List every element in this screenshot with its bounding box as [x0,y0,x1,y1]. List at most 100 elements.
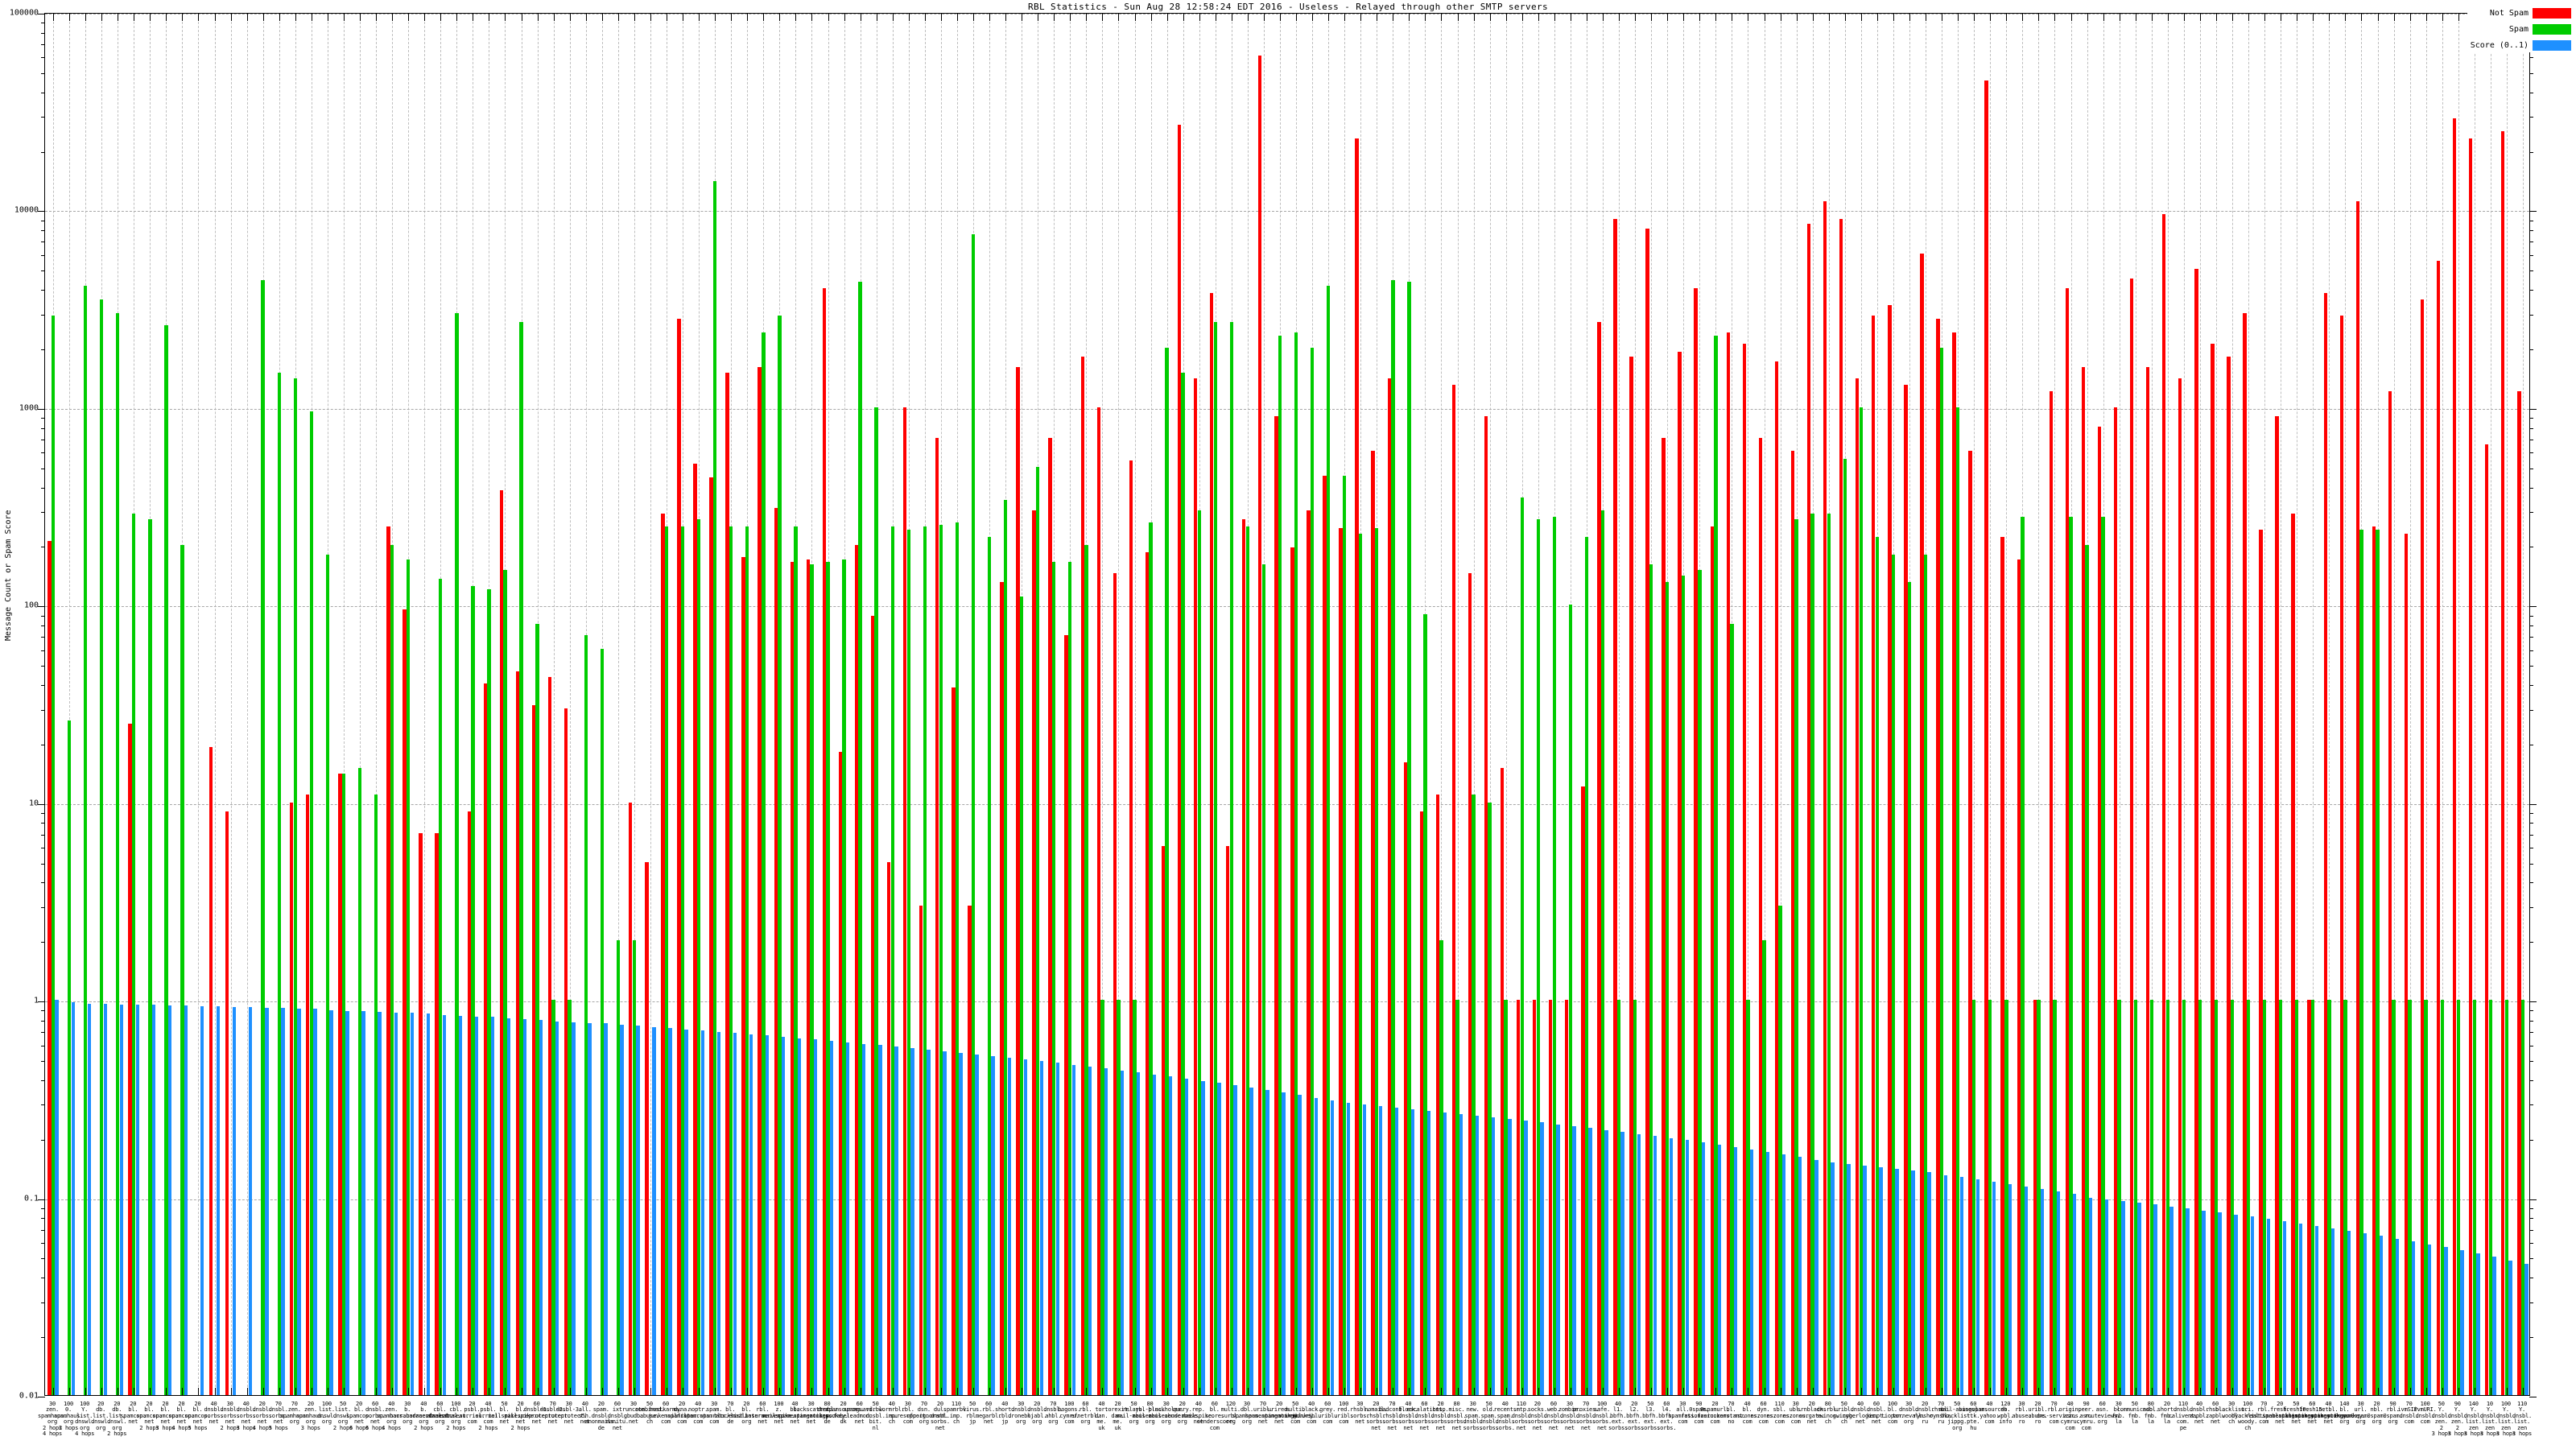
bar-spam [439,579,443,1395]
x-axis-tick-label-line: dnsbl. [1463,1418,1483,1426]
x-axis-tick-label-line: ch [952,1418,960,1426]
bar-score [167,1005,172,1395]
x-axis-tick [360,1388,361,1395]
bar-not-spam [1307,510,1311,1395]
x-axis-tick-label-line: uri. [2241,1406,2255,1414]
y-axis-minor-tick [41,637,45,638]
x-axis-tick-label-line: dan. [1111,1412,1125,1419]
x-axis-tick-label: 50 multi. uribl. com [1278,1401,1313,1437]
x-axis-tick-label-line: 30 [1566,1401,1573,1407]
bar-spam [1730,624,1734,1395]
bar-spam [1326,286,1331,1395]
x-axis-tick-label-line: dnsbl. [865,1412,886,1419]
bar-score [1620,1131,1624,1395]
x-axis-tick-label-line: net [192,1418,203,1426]
x-axis-tick-label-line: net [2210,1418,2220,1426]
bar-not-spam [2501,130,2505,1395]
y-axis-tick [38,803,45,805]
vertical-gridline [2151,14,2153,1395]
x-axis-tick-label-line: 140 [2339,1401,2350,1407]
x-axis-tick [2199,1388,2201,1395]
x-axis-tick [763,1388,765,1395]
y-axis-minor-tick [41,863,45,865]
x-axis-tick-label: 50 l3. bbfh. ext. sorbs. [1633,1401,1668,1437]
bar-spam [632,940,637,1395]
x-axis-tick-label-line: spameatingmonkey. [1261,1412,1317,1419]
x-axis-tick-label-line: sorbs. [1527,1418,1547,1426]
x-axis-tick-label-line: 110 [1516,1401,1526,1407]
x-axis-tick-label-line: 70 [549,1401,556,1407]
x-axis-tick-label: 20 0spamurl. fusionzero. com [1697,1401,1732,1437]
x-axis-tick-label-line: imp. [885,1412,898,1419]
bar-not-spam [2372,526,2376,1395]
vertical-gridline [2199,14,2201,1395]
x-axis-tick [1457,1388,1459,1395]
x-axis-tick-label-line: bl. [741,1406,752,1414]
x-axis-tick-top [2361,14,2363,21]
bar-spam [1762,940,1766,1395]
x-axis-tick-label-line: 4 hops [75,1430,95,1437]
bar-score [1007,1057,1011,1395]
bar-not-spam [435,832,439,1395]
x-axis-tick-label-line: gbudb. [623,1412,643,1419]
bar-score [1814,1159,1818,1395]
x-axis-tick-label-line: dnsbl. [2431,1412,2451,1419]
bar-spam [1682,576,1686,1395]
y-axis-tick-label: 100 [23,601,39,610]
x-axis-tick-label-line: net [1371,1424,1381,1431]
x-axis-tick-label-line: suresupport. [890,1412,929,1419]
x-axis-tick-label-line: web. [1546,1406,1560,1414]
bar-spam [1875,537,1880,1395]
x-axis-tick-top [1489,14,1491,21]
bar-spam [1616,1000,1621,1395]
x-axis-tick-label-line: 20 [1711,1401,1719,1407]
x-axis-tick-label-line: asn. [2095,1406,2109,1414]
x-axis-tick-label: 40 tor. dan. me. uk [1084,1401,1119,1437]
x-axis-tick-label-line: 100 [64,1401,74,1407]
x-axis-tick [2215,1388,2217,1395]
x-axis-tick-label-line: spam. [1480,1412,1497,1419]
bar-not-spam [1806,223,1811,1395]
x-axis-tick-label-line: ahbl. [1045,1412,1062,1419]
y-axis-tick-label: 0.01 [19,1391,39,1401]
x-axis-tick-label-line: 20 [1437,1401,1444,1407]
x-axis-tick-label-line: 0spam. [2334,1412,2355,1419]
y-axis-minor-tick-right [2529,57,2533,59]
x-axis-tick-label-line: dk [840,1418,847,1426]
x-axis-tick-label-line: dnsbl. [1575,1412,1596,1419]
x-axis-tick [553,1388,555,1395]
x-axis-tick [908,1388,910,1395]
x-axis-tick-label-line: ch [2244,1424,2252,1431]
x-axis-tick-label-line: list. [109,1412,126,1419]
x-axis-tick-label-line: 50 [872,1401,879,1407]
x-axis-tick-label-line: org [2097,1418,2107,1426]
x-axis-tick-label-line: 20 [469,1401,476,1407]
x-axis-tick-label: 20 psbl. surriel. com [454,1401,489,1437]
x-axis-tick-label-line: com [709,1418,720,1426]
bar-score [216,1005,221,1395]
bar-not-spam [1484,416,1488,1395]
x-axis-tick-label-line: 30 [1356,1401,1364,1407]
x-axis-tick-label-line: net [2291,1418,2301,1426]
x-axis-tick-label-line: 50 [1292,1401,1299,1407]
bar-not-spam [1096,407,1100,1395]
y-axis-tick [38,1199,45,1200]
bar-not-spam [1952,332,1956,1395]
x-axis-tick-label-line: 70 [2405,1401,2413,1407]
x-axis-tick-top [1828,14,1830,21]
x-axis-tick-label-line: com [1209,1424,1220,1431]
bar-not-spam [467,811,471,1395]
x-axis-tick-label-line: dnsbl. [2512,1412,2533,1419]
x-axis-tick [940,1388,942,1395]
x-axis-tick [601,1388,603,1395]
bar-spam [503,570,507,1395]
x-axis-tick-top [795,14,797,21]
x-axis-tick-label-line: 40 [1986,1401,1993,1407]
x-axis-tick-top [198,14,200,21]
bar-not-spam [2420,299,2425,1395]
x-axis-tick-label-line: net [628,1418,638,1426]
x-axis-tick-label-line: 70 [1259,1401,1266,1407]
x-axis-tick [262,1388,264,1395]
bar-not-spam [1904,384,1908,1395]
bar-not-spam [1694,288,1698,1395]
